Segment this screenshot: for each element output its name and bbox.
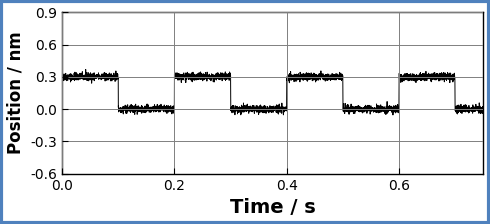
X-axis label: Time / s: Time / s xyxy=(230,198,316,217)
Y-axis label: Position / nm: Position / nm xyxy=(7,32,25,154)
